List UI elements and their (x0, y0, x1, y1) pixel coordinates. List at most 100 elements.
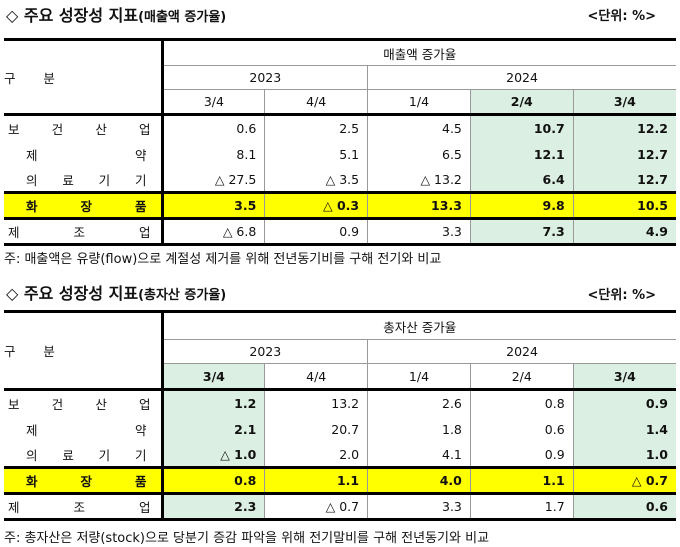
section2-title: ◇ 주요 성장성 지표(총자산 증가율) (6, 280, 226, 304)
table-cell: 1.8 (367, 416, 471, 443)
section1-year-2023: 2023 (162, 65, 369, 90)
section1-q5: 3/4 (573, 89, 676, 116)
section2-subtitle: (총자산 증가율) (138, 288, 227, 303)
section2-q3: 1/4 (367, 363, 471, 391)
section2-q5: 3/4 (573, 363, 676, 391)
section1-note: 주: 매출액은 유량(flow)으로 계절성 제거를 위해 전년동기비를 구해 … (4, 252, 442, 267)
table-cell: 3.5 (162, 190, 266, 220)
table-cell: △ 0.7 (573, 465, 676, 495)
table-cell: 12.2 (573, 114, 676, 142)
table-cell: 0.8 (162, 465, 266, 495)
table-cell: △ 6.8 (162, 218, 266, 246)
section2-group-header: 총자산 증가율 (162, 313, 676, 340)
table-cell: △ 27.5 (162, 167, 266, 192)
section1-group-header: 매출액 증가율 (162, 41, 676, 66)
table-cell: △ 0.7 (264, 493, 369, 521)
section1-q2: 4/4 (264, 89, 369, 116)
table-cell: 2.1 (162, 416, 266, 443)
table-cell: 0.6 (573, 493, 676, 521)
table-cell: 4.9 (573, 218, 676, 246)
table-cell: △ 1.0 (162, 442, 266, 467)
table-cell: 0.6 (470, 416, 574, 443)
section1-title: ◇ 주요 성장성 지표(매출액 증가율) (6, 2, 226, 26)
section1-year-2024: 2024 (367, 65, 676, 90)
table-cell: 10.5 (573, 190, 676, 220)
table-cell: 3.3 (367, 493, 471, 521)
table-cell: 2.0 (264, 442, 369, 467)
table-cell: 3.3 (367, 218, 471, 246)
table-cell: 1.4 (573, 416, 676, 443)
section1-q1: 3/4 (162, 89, 266, 116)
table-cell: 2.3 (162, 493, 266, 521)
section1-table: 구 분 매출액 증가율 2023 2024 3/4 4/4 1/4 2/4 3/… (4, 41, 676, 246)
section1-unit: <단위: %> (587, 9, 656, 24)
table-cell: △ 13.2 (367, 167, 471, 192)
section2-corner: 구 분 (4, 313, 164, 391)
table-cell: 0.9 (470, 442, 574, 467)
table-cell: 1.0 (573, 442, 676, 467)
section2-year-2024: 2024 (367, 339, 676, 364)
table-cell: 12.7 (573, 141, 676, 168)
table-cell: 1.1 (264, 465, 369, 495)
section1-title-text: ◇ 주요 성장성 지표 (6, 6, 139, 25)
section2-unit: <단위: %> (587, 288, 656, 303)
table-cell: 9.8 (470, 190, 574, 220)
table-cell: 12.1 (470, 141, 574, 168)
table-cell: 1.2 (162, 389, 266, 417)
table-cell: △ 0.3 (264, 190, 369, 220)
table-cell: 2.5 (264, 114, 369, 142)
section2-title-text: ◇ 주요 성장성 지표 (6, 284, 139, 303)
table-cell: △ 3.5 (264, 167, 369, 192)
section1-subtitle: (매출액 증가율) (138, 10, 227, 25)
table-cell: 20.7 (264, 416, 369, 443)
table-cell: 13.2 (264, 389, 369, 417)
section2-q4: 2/4 (470, 363, 574, 391)
table-cell: 5.1 (264, 141, 369, 168)
section1-q3: 1/4 (367, 89, 471, 116)
table-cell: 4.0 (367, 465, 471, 495)
section2-note: 주: 총자산은 저량(stock)으로 당분기 증감 파악을 위해 전기말비를 … (4, 531, 490, 546)
table-cell: 2.6 (367, 389, 471, 417)
table-cell: 0.9 (264, 218, 369, 246)
section2-q2: 4/4 (264, 363, 369, 391)
table-cell: 6.5 (367, 141, 471, 168)
section2-year-2023: 2023 (162, 339, 369, 364)
table-cell: 13.3 (367, 190, 471, 220)
table-cell: 1.7 (470, 493, 574, 521)
table-cell: 0.9 (573, 389, 676, 417)
table-cell: 12.7 (573, 167, 676, 192)
section1-q4: 2/4 (470, 89, 574, 116)
table-cell: 0.6 (162, 114, 266, 142)
section2-table: 구 분 총자산 증가율 2023 2024 3/4 4/4 1/4 2/4 3/… (4, 313, 676, 521)
table-cell: 1.1 (470, 465, 574, 495)
section1-corner: 구 분 (4, 41, 164, 116)
table-cell: 0.8 (470, 389, 574, 417)
table-cell: 6.4 (470, 167, 574, 192)
table-cell: 10.7 (470, 114, 574, 142)
section2-q1: 3/4 (162, 363, 266, 391)
table-cell: 4.5 (367, 114, 471, 142)
table-cell: 8.1 (162, 141, 266, 168)
table-cell: 4.1 (367, 442, 471, 467)
table-cell: 7.3 (470, 218, 574, 246)
